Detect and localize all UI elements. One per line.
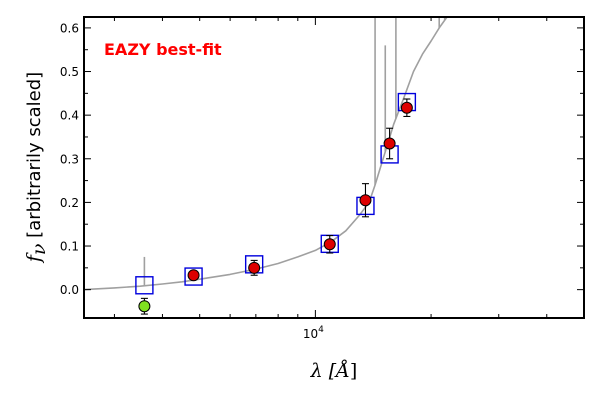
plot-area — [84, 15, 468, 314]
y-tick-label: 0.4 — [60, 109, 79, 123]
observed-flux-point — [324, 239, 335, 250]
y-axis-label-subscript: ν — [28, 243, 50, 255]
y-axis-label-text: [arbitrarily scaled] — [24, 72, 45, 244]
observed-flux-point — [401, 102, 412, 113]
y-tick-label: 0.0 — [60, 283, 79, 297]
y-tick-label: 0.5 — [60, 65, 79, 79]
observed-flux-point — [384, 138, 395, 149]
annotation-text: EAZY best-fit — [104, 40, 222, 59]
y-tick-label: 0.2 — [60, 196, 79, 210]
observed-flux-layer — [139, 102, 412, 311]
y-tick-label: 0.1 — [60, 240, 79, 254]
x-tick-label-base: 10 — [303, 327, 318, 341]
y-tick-label: 0.3 — [60, 152, 79, 166]
tick-marks — [84, 17, 584, 318]
y-axis-label: fν [arbitrarily scaled] — [23, 72, 50, 264]
x-axis-label-unit: Å — [334, 360, 350, 382]
x-tick-label: 104 — [303, 325, 324, 341]
observed-flux-point — [188, 270, 199, 281]
y-tick-label: 0.6 — [60, 21, 79, 35]
observed-flux-point — [360, 195, 371, 206]
observed-flux-point — [249, 262, 260, 273]
x-axis-label: λ [Å] — [310, 360, 358, 382]
x-tick-label-exponent: 4 — [318, 325, 324, 335]
observed-flux-point — [139, 301, 150, 312]
tick-labels: 0.0 0.1 0.2 0.3 0.4 0.5 0.6 104 — [60, 21, 324, 341]
plot-frame — [84, 17, 584, 318]
x-axis-label-prefix: λ [ — [310, 360, 337, 382]
x-axis-label-suffix: ] — [350, 360, 357, 382]
